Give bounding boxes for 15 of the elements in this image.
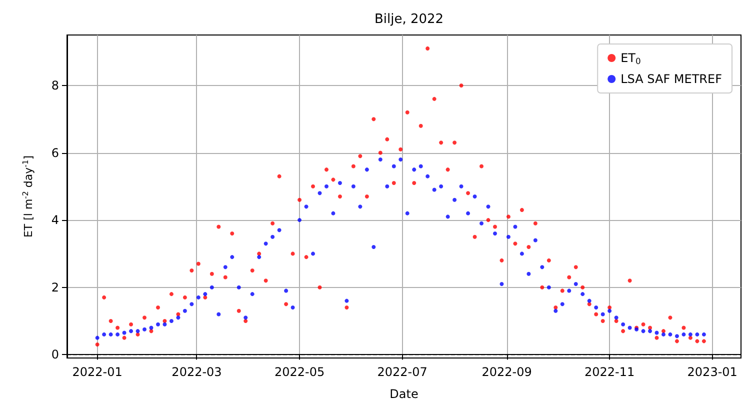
x-tick-label: 2022-05 xyxy=(274,365,325,379)
x-axis-title: Date xyxy=(390,387,418,401)
x-tick-label: 2022-11 xyxy=(584,365,635,379)
x-tick-label: 2022-07 xyxy=(377,365,428,379)
x-tick-label: 2022-01 xyxy=(72,365,122,379)
y-tick-label: 4 xyxy=(51,213,59,228)
chart-title: Bilje, 2022 xyxy=(374,12,444,27)
legend-label: LSA SAF METREF xyxy=(620,72,722,86)
x-tick-label: 2022-03 xyxy=(172,365,222,379)
x-tick-label: 2023-01 xyxy=(687,365,738,379)
y-tick-label: 8 xyxy=(51,78,59,92)
y-tick-label: 2 xyxy=(51,280,59,294)
y-tick-label: 6 xyxy=(51,146,59,160)
x-tick-label: 2022-09 xyxy=(482,365,532,379)
y-tick-label: 0 xyxy=(51,348,59,362)
